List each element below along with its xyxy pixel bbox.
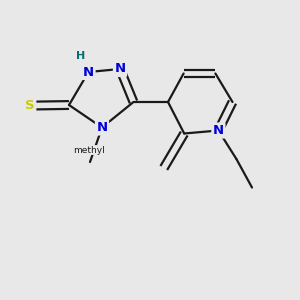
Text: N: N [83,65,94,79]
Text: N: N [213,124,224,137]
Text: S: S [25,99,35,112]
Text: N: N [96,121,108,134]
Text: N: N [114,62,126,76]
Text: methyl: methyl [73,146,104,154]
Text: H: H [76,51,85,62]
